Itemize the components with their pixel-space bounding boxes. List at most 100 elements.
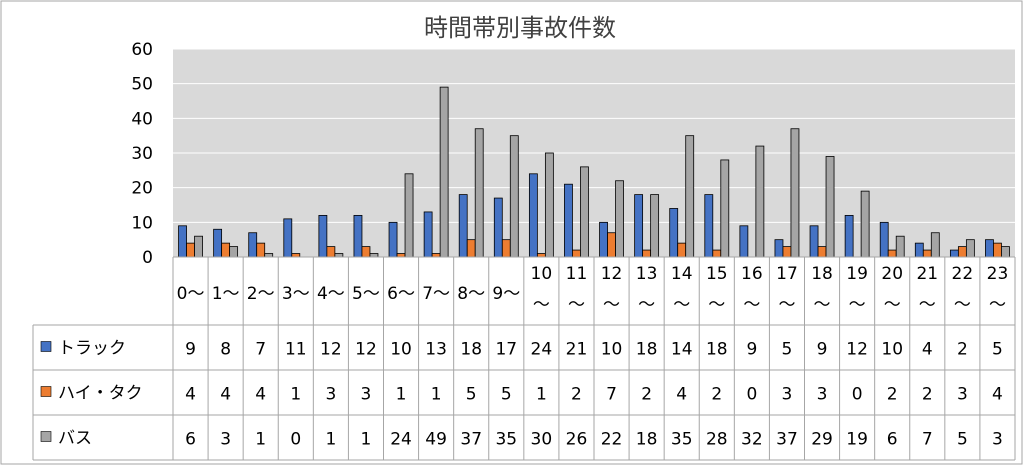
bar-0-4 <box>318 214 328 258</box>
data-label: 37 <box>776 430 798 450</box>
data-label: 37 <box>460 430 482 450</box>
category-label-text: 18 〜 <box>811 264 833 315</box>
category-label: 10 〜 <box>531 264 553 315</box>
data-label: 2 <box>957 340 968 360</box>
data-label: 3 <box>220 430 231 450</box>
category-label: 1〜 <box>212 284 240 304</box>
y-tick-label: 40 <box>131 109 153 129</box>
bar-0-7 <box>423 211 433 258</box>
data-label: 5 <box>501 385 512 405</box>
category-label-text: 9〜 <box>492 284 520 304</box>
data-label: 0 <box>852 385 863 405</box>
bar-1-11 <box>572 249 581 258</box>
bar-0-6 <box>388 221 398 258</box>
bar-2-15 <box>720 159 730 258</box>
bar-0-17 <box>774 239 784 258</box>
bar-1-5 <box>361 246 371 258</box>
data-label: 18 <box>460 340 482 360</box>
data-label: 28 <box>706 430 728 450</box>
data-label: 6 <box>185 430 196 450</box>
bar-2-12 <box>615 180 624 258</box>
legend-label-2: バス <box>58 429 92 449</box>
data-label: 7 <box>606 385 617 405</box>
data-label: 3 <box>992 430 1003 450</box>
data-label: 0 <box>290 430 301 450</box>
bar-1-0 <box>186 242 195 258</box>
bar-2-5 <box>369 253 379 258</box>
legend-label-0: トラック <box>58 339 126 359</box>
bar-0-16 <box>739 225 749 258</box>
category-label-text: 15 〜 <box>706 264 728 315</box>
category-label-text: 3〜 <box>282 284 310 304</box>
data-label: 4 <box>185 385 196 405</box>
category-label: 16 〜 <box>741 264 763 315</box>
category-label: 0〜 <box>177 284 205 304</box>
bar-1-20 <box>887 249 897 258</box>
bar-0-20 <box>879 221 889 258</box>
bar-0-13 <box>634 194 644 258</box>
data-label: 21 <box>566 340 588 360</box>
bar-0-19 <box>844 214 854 258</box>
y-tick-label: 60 <box>131 40 153 60</box>
legend-key-0 <box>40 341 52 352</box>
category-label-text: 5〜 <box>352 284 380 304</box>
data-label: 4 <box>220 385 231 405</box>
bar-2-1 <box>229 246 239 258</box>
data-label: 1 <box>396 385 407 405</box>
bar-0-15 <box>704 194 714 258</box>
category-label-text: 0〜 <box>177 284 205 304</box>
plot-area: 0 10 20 30 40 50 60 <box>131 40 1015 268</box>
bar-0-11 <box>564 183 573 258</box>
data-label: 9 <box>185 340 196 360</box>
bar-2-14 <box>685 135 695 258</box>
data-label: 12 <box>320 340 342 360</box>
data-label: 26 <box>566 430 588 450</box>
bar-1-14 <box>677 242 687 258</box>
bar-1-12 <box>607 232 616 258</box>
data-label: 1 <box>290 385 301 405</box>
data-label: 7 <box>922 430 933 450</box>
bar-2-10 <box>544 152 554 258</box>
category-label: 5〜 <box>352 284 380 304</box>
bar-1-22 <box>957 246 967 258</box>
category-label: 11 〜 <box>566 264 588 315</box>
bar-2-11 <box>580 166 589 258</box>
data-label: 4 <box>992 385 1003 405</box>
bar-0-1 <box>213 228 223 258</box>
data-label: 35 <box>671 430 693 450</box>
category-label-text: 21 〜 <box>916 264 938 315</box>
bar-0-14 <box>669 208 679 258</box>
category-label-text: 19 〜 <box>846 264 868 315</box>
data-label: 0 <box>746 385 757 405</box>
data-label: 9 <box>746 340 757 360</box>
data-label: 4 <box>255 385 266 405</box>
data-label: 3 <box>325 385 336 405</box>
category-label: 8〜 <box>457 284 485 304</box>
bar-2-0 <box>194 235 203 258</box>
category-label: 23 〜 <box>987 264 1009 315</box>
category-label-text: 7〜 <box>422 284 450 304</box>
data-label: 5 <box>957 430 968 450</box>
data-label: 1 <box>255 430 266 450</box>
data-label: 8 <box>220 340 231 360</box>
data-label: 14 <box>671 340 693 360</box>
category-label-text: 8〜 <box>457 284 485 304</box>
data-label: 5 <box>992 340 1003 360</box>
category-label-text: 11 〜 <box>566 264 588 315</box>
category-label-text: 23 〜 <box>987 264 1009 315</box>
data-label: 13 <box>425 340 447 360</box>
category-label: 3〜 <box>282 284 310 304</box>
data-label: 18 <box>636 430 658 450</box>
bar-1-3 <box>291 253 301 258</box>
bar-1-1 <box>221 242 231 258</box>
bar-1-2 <box>256 242 266 258</box>
data-label: 1 <box>325 430 336 450</box>
data-label: 2 <box>887 385 898 405</box>
data-label: 3 <box>957 385 968 405</box>
bar-1-9 <box>501 239 511 258</box>
data-label: 17 <box>495 340 517 360</box>
bar-0-2 <box>248 232 258 258</box>
category-label-text: 2〜 <box>247 284 275 304</box>
bar-1-21 <box>922 249 932 258</box>
